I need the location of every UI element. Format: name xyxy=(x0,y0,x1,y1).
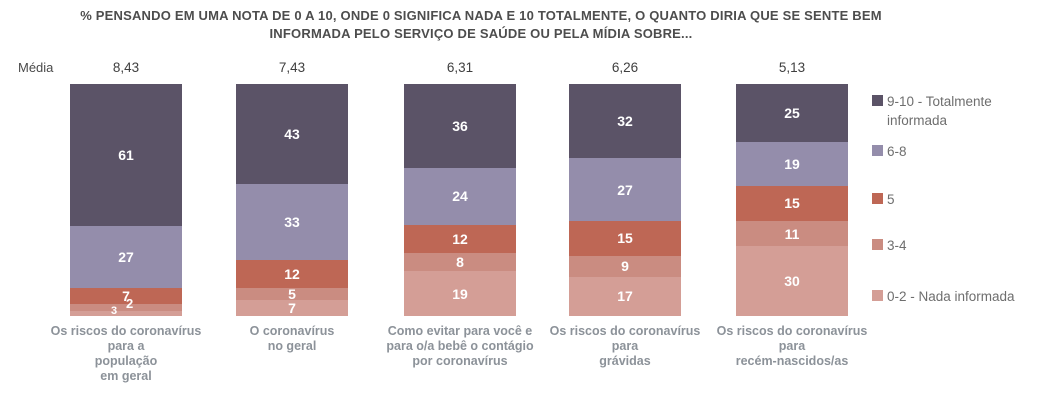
legend-swatch-icon xyxy=(872,145,883,156)
legend-swatch-icon xyxy=(872,290,883,301)
legend-label: 0-2 - Nada informada xyxy=(887,289,1015,304)
category-label: Os riscos do coronavírus para recém-nasc… xyxy=(716,324,868,368)
legend-item: 6-8 xyxy=(872,142,907,161)
bar-segment xyxy=(70,304,182,312)
legend-label: 3-4 xyxy=(887,238,907,253)
mean-value-label: 6,26 xyxy=(611,60,639,75)
bar-segment: 30 xyxy=(736,246,848,316)
bar-segment: 7 xyxy=(70,288,182,305)
category-label: Os riscos do coronavírus para grávidas xyxy=(549,324,701,368)
segment-value-label: 25 xyxy=(784,105,800,121)
legend-item: 3-4 xyxy=(872,236,907,255)
segment-value-label: 5 xyxy=(288,285,296,302)
segment-value-label: 9 xyxy=(621,258,629,275)
legend-item: 0-2 - Nada informada xyxy=(872,287,1015,306)
bar-segment: 12 xyxy=(236,260,348,289)
mean-value-label: 8,43 xyxy=(112,60,140,75)
stacked-bar-plot-area: 8,43 61 27 7 3 2 Os riscos do coronavírus para… xyxy=(0,60,868,383)
segment-value-label: 19 xyxy=(452,285,468,302)
segment-value-label: 24 xyxy=(452,188,468,205)
bar-segment xyxy=(70,311,182,316)
bar-segment: 15 xyxy=(569,220,681,256)
stacked-bar: 7,43 43 33 12 5 7 O coronavírus no geral xyxy=(236,60,348,353)
legend-swatch-icon xyxy=(872,239,883,250)
segment-value-label: 36 xyxy=(452,118,468,135)
segment-value-label: 7 xyxy=(288,299,296,316)
segment-value-label: 32 xyxy=(617,113,633,130)
segment-value-label: 7 xyxy=(122,288,130,305)
bar-segment: 33 xyxy=(236,183,348,261)
bar-segment: 43 xyxy=(236,84,348,184)
bar-segment: 19 xyxy=(404,271,516,316)
segment-value-label: 12 xyxy=(452,230,468,247)
legend-item: 9-10 - Totalmente informada xyxy=(872,92,1037,130)
segment-value-label: 3 xyxy=(111,305,118,317)
bar-segment: 61 xyxy=(70,84,182,226)
legend-swatch-icon xyxy=(872,95,883,106)
chart-title: % PENSANDO EM UMA NOTA DE 0 A 10, ONDE 0… xyxy=(80,8,882,41)
means-axis-label: Média xyxy=(18,60,54,75)
bar-segment: 5 xyxy=(236,285,348,302)
category-label: Os riscos do coronavírus para a populaçã… xyxy=(50,324,202,383)
mean-value-label: 6,31 xyxy=(446,60,474,75)
bar-segment: 27 xyxy=(70,225,182,289)
bar-segment: 32 xyxy=(569,84,681,159)
stacked-bar: 6,31 36 24 12 8 19 Como evitar para você e par… xyxy=(386,60,533,368)
segment-value-label: 15 xyxy=(784,195,800,212)
category-label: O coronavírus no geral xyxy=(249,324,335,353)
bar-segment: 25 xyxy=(736,84,848,142)
bar-segment: 11 xyxy=(736,220,848,247)
mean-value-label: 7,43 xyxy=(278,60,306,75)
segment-value-label: 11 xyxy=(784,225,800,242)
legend-label: 5 xyxy=(887,192,895,207)
bar-segment: 36 xyxy=(404,84,516,169)
stacked-bar: 5,13 25 19 15 11 30 Os riscos do coronavírus p… xyxy=(717,60,868,368)
bar-segment: 24 xyxy=(404,168,516,225)
category-label: Como evitar para você e para o/a bebê o … xyxy=(386,324,534,368)
segment-value-label: 12 xyxy=(284,266,300,283)
bar-segment: 12 xyxy=(404,224,516,253)
segment-value-label: 30 xyxy=(784,273,800,290)
bar-segment: 15 xyxy=(736,186,848,221)
bar-segment: 7 xyxy=(236,299,348,316)
bar-segment: 8 xyxy=(404,252,516,272)
chart-legend: 9-10 - Totalmente informada 6-8 5 3-4 0-2 - … xyxy=(872,90,1040,320)
segment-value-label: 43 xyxy=(284,125,300,142)
bar-segment: 9 xyxy=(569,255,681,277)
bar-segment: 19 xyxy=(736,142,848,187)
segment-value-label: 19 xyxy=(784,156,800,173)
segment-value-label: 2 xyxy=(126,296,134,311)
segment-value-label: 27 xyxy=(617,181,633,198)
segment-value-label: 33 xyxy=(284,214,300,231)
segment-value-label: 17 xyxy=(617,288,633,305)
segment-value-label: 27 xyxy=(118,248,134,265)
stacked-bar: 6,26 32 27 15 9 17 Os riscos do coronavírus pa… xyxy=(550,60,701,368)
segment-value-label: 15 xyxy=(617,230,633,247)
legend-swatch-icon xyxy=(872,193,883,204)
legend-item: 5 xyxy=(872,190,895,209)
bar-segment: 17 xyxy=(569,276,681,316)
segment-value-label: 8 xyxy=(456,254,464,271)
legend-label: 6-8 xyxy=(887,144,907,159)
segment-value-label: 61 xyxy=(118,146,134,163)
legend-label: 9-10 - Totalmente informada xyxy=(887,94,992,128)
bar-segment: 27 xyxy=(569,158,681,221)
stacked-bar: 8,43 61 27 7 3 2 Os riscos do coronavírus para… xyxy=(51,60,202,383)
mean-value-label: 5,13 xyxy=(778,60,806,75)
